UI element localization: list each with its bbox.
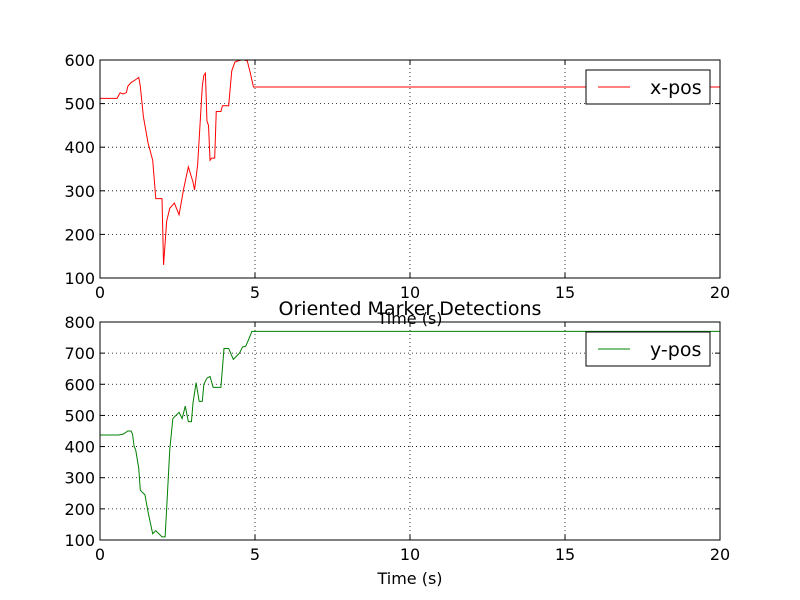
y-tick-label: 600 (64, 51, 95, 70)
y-tick-label: 100 (64, 269, 95, 288)
x-tick-label: 20 (710, 283, 730, 302)
y-tick-label: 300 (64, 182, 95, 201)
legend: y-pos (585, 331, 711, 367)
x-tick-label: 0 (95, 545, 105, 564)
series-line-x-pos (100, 59, 720, 265)
legend: x-pos (585, 69, 711, 105)
y-tick-label: 500 (64, 95, 95, 114)
y-tick-label: 400 (64, 138, 95, 157)
x-tick-label: 0 (95, 283, 105, 302)
y-pos-subplot: 0 5 10 15 20 100 200 300 400 500 600 700 800 Time (s)… (64, 313, 730, 588)
x-tick-label: 5 (250, 545, 260, 564)
y-tick-label: 200 (64, 500, 95, 519)
x-pos-subplot: 0 5 10 15 20 100 200 300 400 500 600 Time (s) x-pos (64, 51, 730, 328)
x-tick-label: 5 (250, 283, 260, 302)
figure-title: Oriented Marker Detections (279, 298, 542, 320)
legend-label: x-pos (650, 77, 702, 99)
x-tick-label: 15 (555, 545, 575, 564)
y-tick-label: 800 (64, 313, 95, 332)
series-line-y-pos (100, 330, 720, 538)
y-tick-label: 700 (64, 344, 95, 363)
x-tick-label: 15 (555, 283, 575, 302)
x-tick-label: 10 (400, 545, 420, 564)
x-tick-label: 10 (400, 283, 420, 302)
y-tick-label: 500 (64, 406, 95, 425)
x-axis-label: Time (s) (376, 569, 442, 588)
x-axis-label: Time (s) (376, 309, 442, 328)
y-tick-label: 300 (64, 469, 95, 488)
y-tick-label: 400 (64, 438, 95, 457)
y-tick-label: 100 (64, 531, 95, 550)
legend-label: y-pos (650, 339, 701, 361)
y-tick-label: 600 (64, 375, 95, 394)
y-tick-label: 200 (64, 225, 95, 244)
x-tick-label: 20 (710, 545, 730, 564)
